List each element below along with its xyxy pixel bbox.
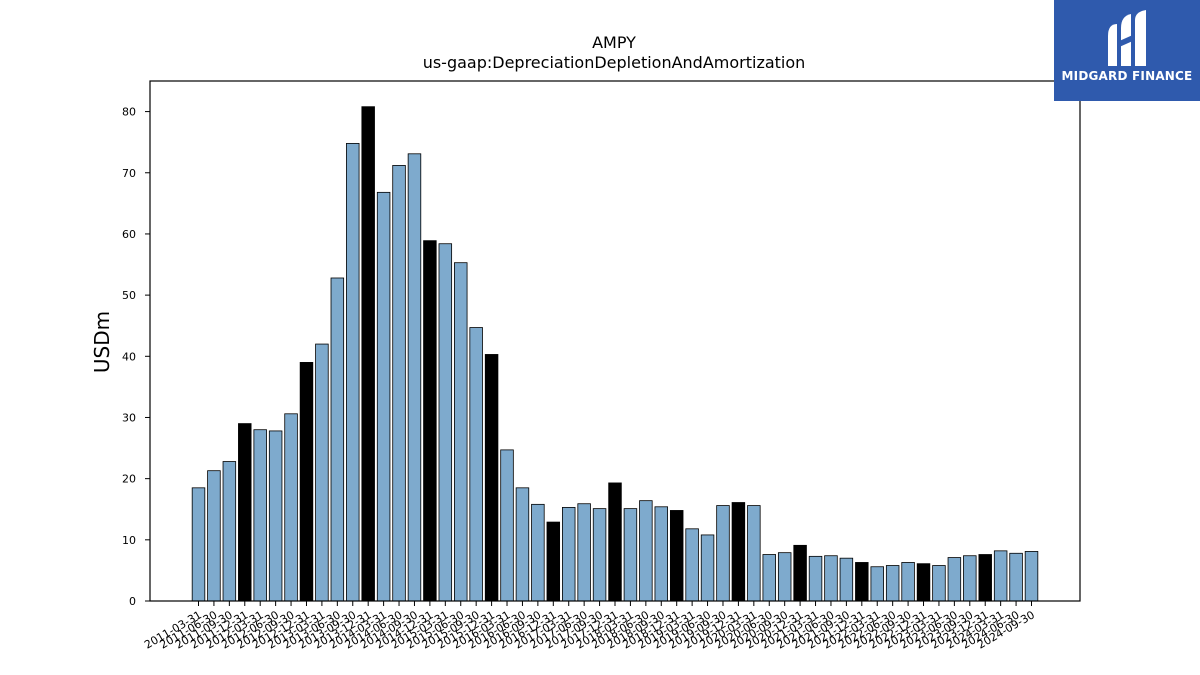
y-tick-label: 70 [122, 167, 136, 180]
bar-2011-09-30 [222, 461, 237, 602]
bar-2023-06-30 [947, 557, 962, 602]
bar-2020-06-30 [762, 554, 776, 602]
bars-group [191, 106, 1039, 602]
bar-2011-12-31 [238, 423, 252, 602]
bar-2021-12-31 [855, 562, 869, 602]
y-axis-label: USDm [90, 311, 114, 373]
bar-2024-06-30 [1009, 552, 1023, 602]
x-axis-ticks: 2011-03-312011-06-302011-09-302011-12-31… [142, 601, 1037, 652]
bar-2023-12-31 [978, 554, 992, 602]
bar-2013-09-30 [346, 142, 360, 602]
bar-2021-03-31 [808, 555, 823, 602]
bar-2017-09-30 [592, 508, 607, 602]
bar-2011-03-31 [191, 487, 206, 602]
y-tick-label: 40 [122, 350, 136, 363]
chart-subtitle: us-gaap:DepreciationDepletionAndAmortiza… [423, 53, 806, 72]
bar-2014-09-30 [407, 153, 422, 602]
bar-2020-12-31 [793, 544, 807, 602]
bar-2018-03-31 [623, 508, 638, 602]
bar-2015-12-31 [484, 354, 499, 602]
chart-title: AMPY [592, 33, 636, 52]
bar-2023-03-31 [932, 565, 946, 602]
y-tick-label: 30 [122, 411, 136, 424]
bar-2022-09-30 [901, 562, 915, 602]
y-tick-label: 50 [122, 289, 136, 302]
y-tick-label: 60 [122, 228, 136, 241]
y-tick-label: 80 [122, 106, 136, 119]
bar-2018-06-30 [639, 500, 653, 602]
bar-2014-03-31 [376, 191, 391, 602]
logo-text: MIDGARD FINANCE [1061, 69, 1193, 83]
bar-2018-09-30 [654, 506, 669, 602]
bar-2020-03-31 [747, 505, 761, 602]
bar-2016-09-30 [531, 503, 545, 602]
bar-2016-12-31 [546, 521, 561, 602]
y-tick-label: 20 [122, 473, 136, 486]
bar-2022-06-30 [885, 565, 900, 602]
midgard-finance-logo: MIDGARD FINANCE [1054, 0, 1200, 101]
bar-2019-06-30 [700, 534, 715, 602]
bar-2017-06-30 [577, 503, 591, 602]
bar-2014-12-31 [423, 240, 437, 602]
bar-2022-03-31 [870, 566, 884, 602]
bar-2020-09-30 [777, 552, 792, 602]
y-axis-ticks: 0 10 20 30 40 50 60 70 80 [122, 106, 150, 608]
midgard-m-icon [1108, 10, 1146, 66]
bar-2013-06-30 [330, 277, 345, 602]
bar-2015-09-30 [469, 327, 483, 602]
bar-2017-12-31 [608, 482, 622, 602]
bar-2013-03-31 [315, 343, 329, 602]
bar-2024-03-31 [993, 550, 1008, 602]
plot-frame [149, 80, 1081, 602]
bar-2019-03-31 [685, 528, 699, 602]
bar-2018-12-31 [669, 510, 684, 602]
bar-2017-03-31 [562, 506, 576, 602]
bar-2012-09-30 [284, 413, 298, 602]
bar-2012-12-31 [299, 362, 314, 602]
bar-2013-12-31 [361, 106, 375, 602]
bar-2011-06-30 [207, 470, 221, 602]
bar-2015-03-31 [438, 243, 453, 602]
bar-2014-06-30 [392, 165, 406, 602]
y-tick-label: 10 [122, 534, 136, 547]
bar-2015-06-30 [454, 262, 468, 602]
bar-2012-06-30 [268, 430, 283, 602]
bar-2022-12-31 [916, 563, 931, 602]
bar-2016-06-30 [515, 487, 530, 602]
bar-2016-03-31 [500, 449, 514, 602]
bar-2024-09-30 [1024, 551, 1039, 602]
bar-2019-12-31 [731, 502, 746, 602]
bar-2021-09-30 [839, 557, 854, 602]
y-tick-label: 0 [129, 595, 136, 608]
bar-2019-09-30 [716, 505, 730, 602]
bar-2012-03-31 [253, 429, 267, 602]
bar-2023-09-30 [963, 555, 977, 602]
bar-2021-06-30 [824, 555, 838, 602]
